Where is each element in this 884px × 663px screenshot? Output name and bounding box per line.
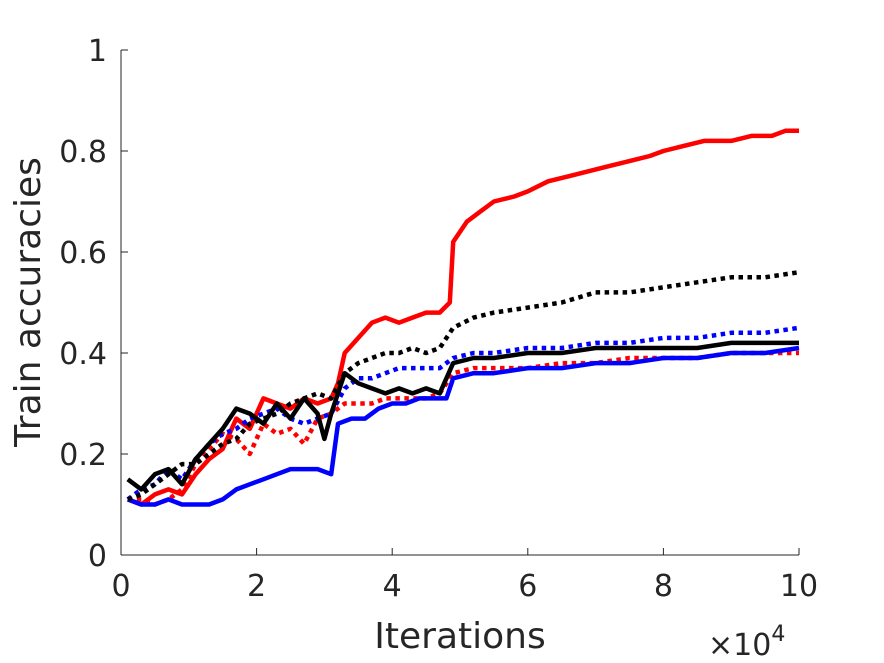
y-tick-label: 1 — [88, 34, 107, 69]
series-line-3 — [127, 345, 800, 507]
x-tick-label: 10 — [780, 569, 818, 604]
x-tick-label: 2 — [247, 569, 266, 604]
series-line-6 — [127, 269, 800, 502]
series-line-1 — [127, 128, 799, 507]
series-line-5 — [126, 340, 799, 492]
x-tick-label: 8 — [654, 569, 673, 604]
x-axis-title: Iterations — [374, 616, 545, 657]
x-axis-exponent: ×104 — [708, 622, 785, 663]
y-ticks: 0 0.2 0.4 0.6 0.8 1 — [59, 34, 128, 574]
x-tick-label: 0 — [111, 569, 130, 604]
y-tick-label: 0.4 — [59, 337, 107, 372]
y-tick-label: 0.2 — [59, 438, 107, 473]
y-tick-label: 0.6 — [59, 236, 107, 271]
y-tick-label: 0.8 — [59, 135, 107, 170]
y-tick-label: 0 — [88, 539, 107, 574]
x-tick-label: 4 — [383, 569, 402, 604]
x-tick-label: 6 — [518, 569, 537, 604]
x-ticks: 0 2 4 6 8 10 — [111, 548, 818, 604]
y-axis-title: Train accuracies — [8, 157, 49, 448]
series-line-4 — [126, 325, 800, 502]
x-exponent-power: 4 — [771, 622, 785, 647]
x-exponent-base: ×10 — [708, 628, 771, 663]
plot-lines — [126, 128, 800, 507]
